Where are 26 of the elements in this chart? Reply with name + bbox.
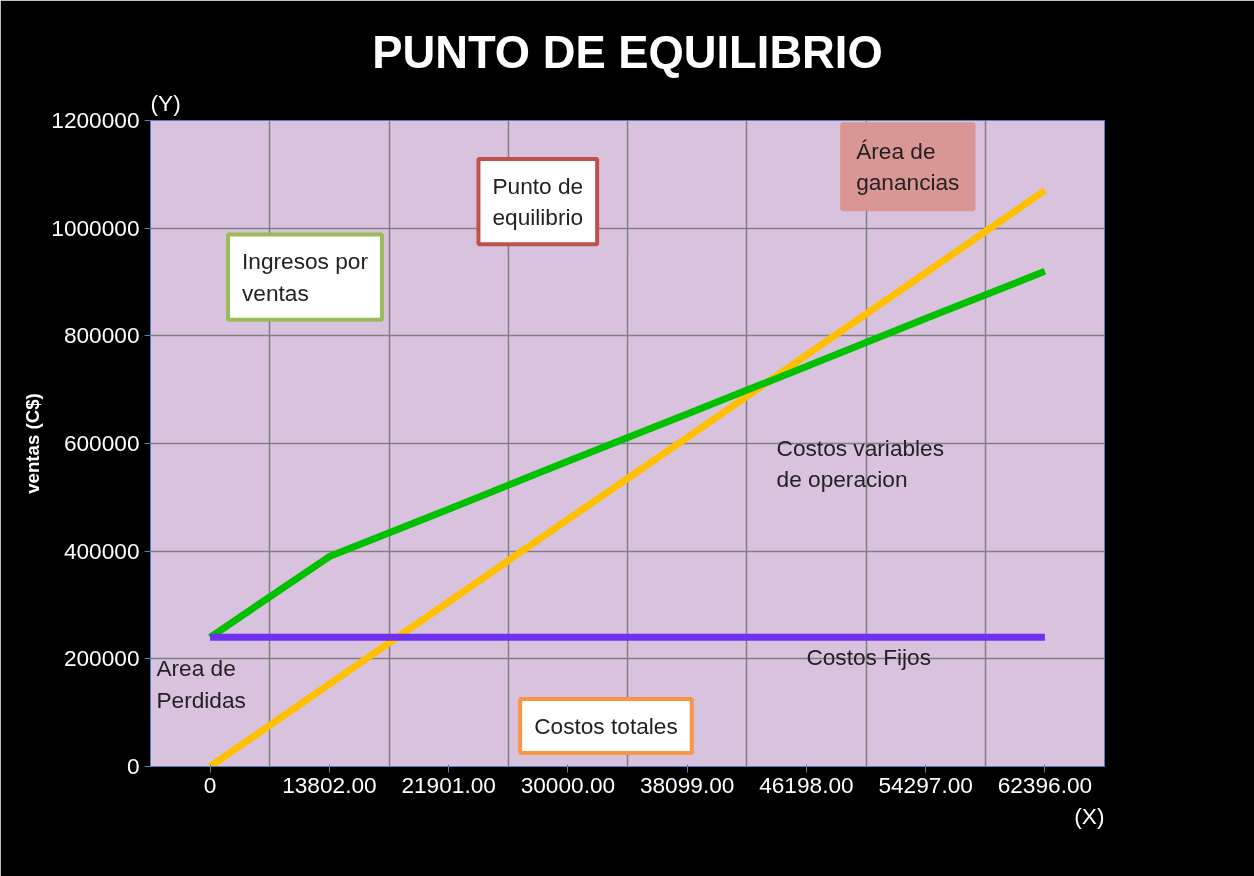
x-tick-label: 62396.00 — [997, 771, 1093, 798]
annotation: Costos variables de operacion — [776, 434, 945, 492]
annotation: Punto de equilibrio — [492, 173, 584, 231]
text: (Y) — [150, 89, 181, 116]
y-tick-label: 600000 — [63, 430, 140, 456]
x-tick-label: 46198.00 — [759, 771, 854, 798]
x-tick-label: 30000.00 — [520, 771, 616, 798]
y-axis-title: ventas (C$) — [22, 393, 44, 494]
y-tick-label: 800000 — [63, 322, 140, 349]
y-tick-label: 1000000 — [51, 214, 140, 241]
annotation: Area de Perdidas — [156, 655, 246, 713]
x-tick-label: 54297.00 — [878, 771, 973, 798]
text: (X) — [1074, 802, 1105, 829]
x-tick-label: 38099.00 — [639, 771, 735, 798]
y-tick-label: 200000 — [63, 645, 140, 672]
x-tick-label: 13802.00 — [282, 771, 377, 798]
y-tick-label: 0 — [126, 753, 140, 779]
annotation: Área de ganancias — [856, 138, 960, 196]
x-tick-label: 0 — [203, 771, 217, 798]
y-tick-label: 400000 — [63, 537, 140, 564]
annotation: Costos totales — [534, 713, 678, 740]
annotation: Ingresos por ventas — [242, 248, 369, 306]
x-tick-label: 21901.00 — [401, 771, 496, 798]
chart-title: PUNTO DE EQUILIBRIO — [372, 26, 883, 78]
y-tick-label: 1200000 — [51, 107, 140, 133]
annotation: Costos Fijos — [806, 643, 932, 670]
